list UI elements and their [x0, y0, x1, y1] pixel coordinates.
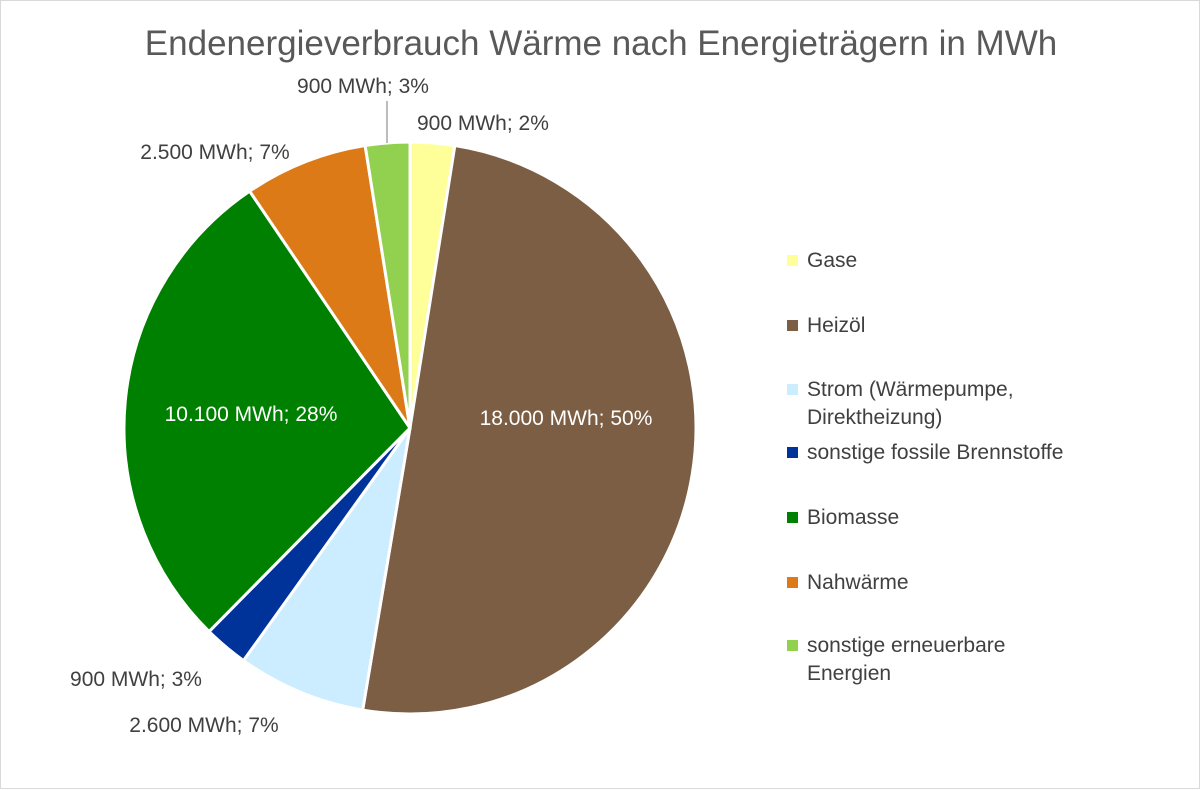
legend-swatch-6 [787, 640, 798, 651]
pie-slice-2 [241, 427, 412, 712]
legend-label-0: Gase [807, 249, 857, 272]
legend-item-4: Biomasse [787, 506, 899, 529]
legend-label-4: Biomasse [807, 506, 899, 529]
legend: Gase Heizöl Strom (Wärmepumpe, Direktheizun… [787, 249, 1063, 685]
legend-label-3: sonstige fossile Brennstoffe [807, 441, 1063, 464]
legend-swatch-5 [787, 577, 798, 588]
legend-swatch-4 [787, 512, 798, 523]
legend-label-6-line-0: sonstige erneuerbare [807, 634, 1005, 657]
data-labels: 900 MWh; 2% 18.000 MWh; 50% 2.600 MWh; 7% 9… [70, 75, 652, 737]
legend-label-2-line-0: Strom (Wärmepumpe, [807, 378, 1014, 401]
data-label-0: 900 MWh; 2% [417, 112, 549, 135]
legend-label-2-line-1: Direktheizung) [807, 406, 942, 429]
legend-label-5: Nahwärme [807, 571, 909, 594]
data-label-6: 900 MWh; 3% [297, 75, 429, 98]
legend-item-2: Strom (Wärmepumpe, Direktheizung) [787, 378, 1014, 429]
data-label-2: 2.600 MWh; 7% [129, 714, 278, 737]
legend-swatch-2 [787, 384, 798, 395]
legend-swatch-0 [787, 255, 798, 266]
pie-slices [122, 140, 698, 716]
pie-slice-5 [247, 143, 412, 429]
data-label-4: 10.100 MWh; 28% [165, 403, 338, 426]
data-label-1: 18.000 MWh; 50% [480, 407, 653, 430]
data-label-5: 2.500 MWh; 7% [140, 141, 289, 164]
legend-swatch-3 [787, 447, 798, 458]
legend-item-0: Gase [787, 249, 857, 272]
legend-item-6: sonstige erneuerbare Energien [787, 634, 1005, 685]
pie-slice-1 [360, 143, 698, 716]
legend-item-5: Nahwärme [787, 571, 909, 594]
legend-swatch-1 [787, 320, 798, 331]
pie-slice-4 [122, 189, 412, 634]
legend-label-1: Heizöl [807, 314, 865, 337]
chart-title: Endenergieverbrauch Wärme nach Energietr… [145, 24, 1057, 63]
legend-label-6-line-1: Energien [807, 662, 891, 685]
legend-item-1: Heizöl [787, 314, 865, 337]
legend-item-3: sonstige fossile Brennstoffe [787, 441, 1063, 464]
data-label-3: 900 MWh; 3% [70, 668, 202, 691]
